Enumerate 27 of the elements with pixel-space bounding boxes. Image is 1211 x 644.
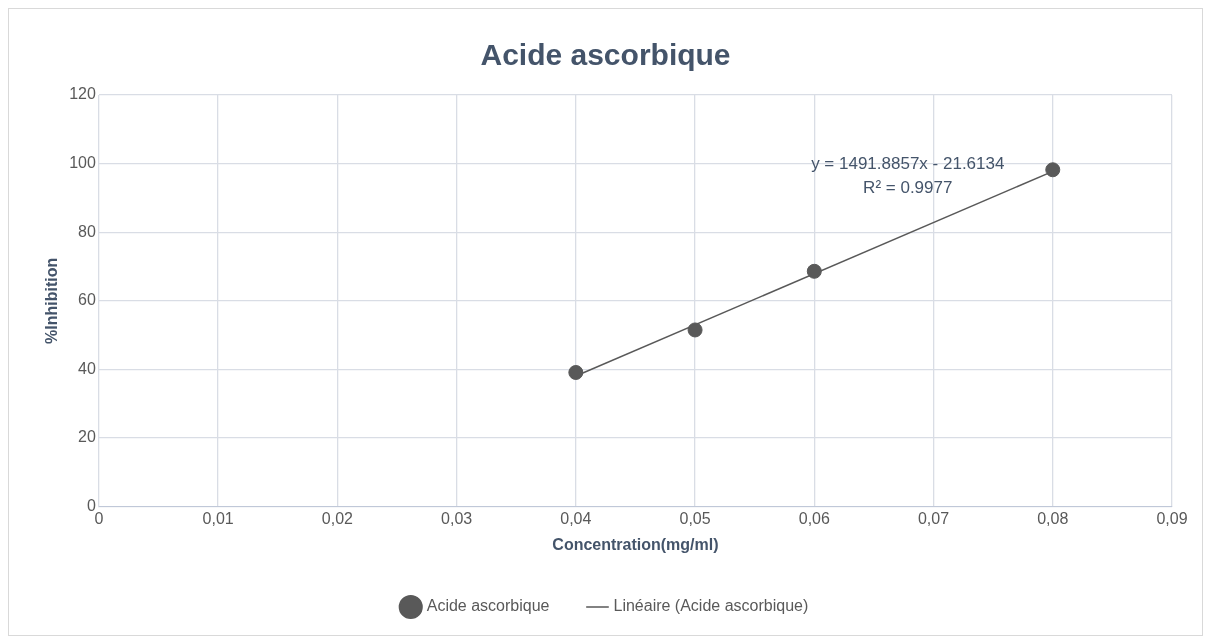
y-tick-label: 100 xyxy=(69,154,96,172)
chart-title: Acide ascorbique xyxy=(480,38,731,72)
annotation: R² = 0.9977 xyxy=(863,178,953,198)
x-tick-label: 0,07 xyxy=(917,509,950,527)
y-tick-label: 20 xyxy=(78,428,96,446)
y-tick-label: 60 xyxy=(78,291,96,309)
x-tick-label: 0,04 xyxy=(560,509,592,527)
y-tick-label: 80 xyxy=(78,222,96,240)
y-tick-label: 0 xyxy=(86,497,96,515)
annotation: y = 1491.8857x - 21.6134 xyxy=(811,154,1005,174)
x-tick-label: 0,01 xyxy=(202,509,234,527)
legend-label: Linéaire (Acide ascorbique) xyxy=(613,597,809,615)
legend-label: Acide ascorbique xyxy=(426,597,550,615)
point xyxy=(687,322,703,338)
x-axis-title: Concentration(mg/ml) xyxy=(552,535,719,553)
x-tick-label: 0,02 xyxy=(321,509,354,527)
x-tick-label: 0,03 xyxy=(441,509,473,527)
point xyxy=(1045,162,1061,178)
point xyxy=(568,364,584,380)
x-tick-label: 0,06 xyxy=(798,509,830,527)
point xyxy=(806,263,822,279)
x-tick-label: 0,05 xyxy=(679,509,711,527)
y-tick-label: 120 xyxy=(69,85,96,103)
y-tick-label: 40 xyxy=(78,359,96,377)
y-axis-title: %Inhibition xyxy=(43,257,61,344)
x-tick-label: 0,08 xyxy=(1037,509,1069,527)
x-tick-label: 0,09 xyxy=(1156,509,1188,527)
